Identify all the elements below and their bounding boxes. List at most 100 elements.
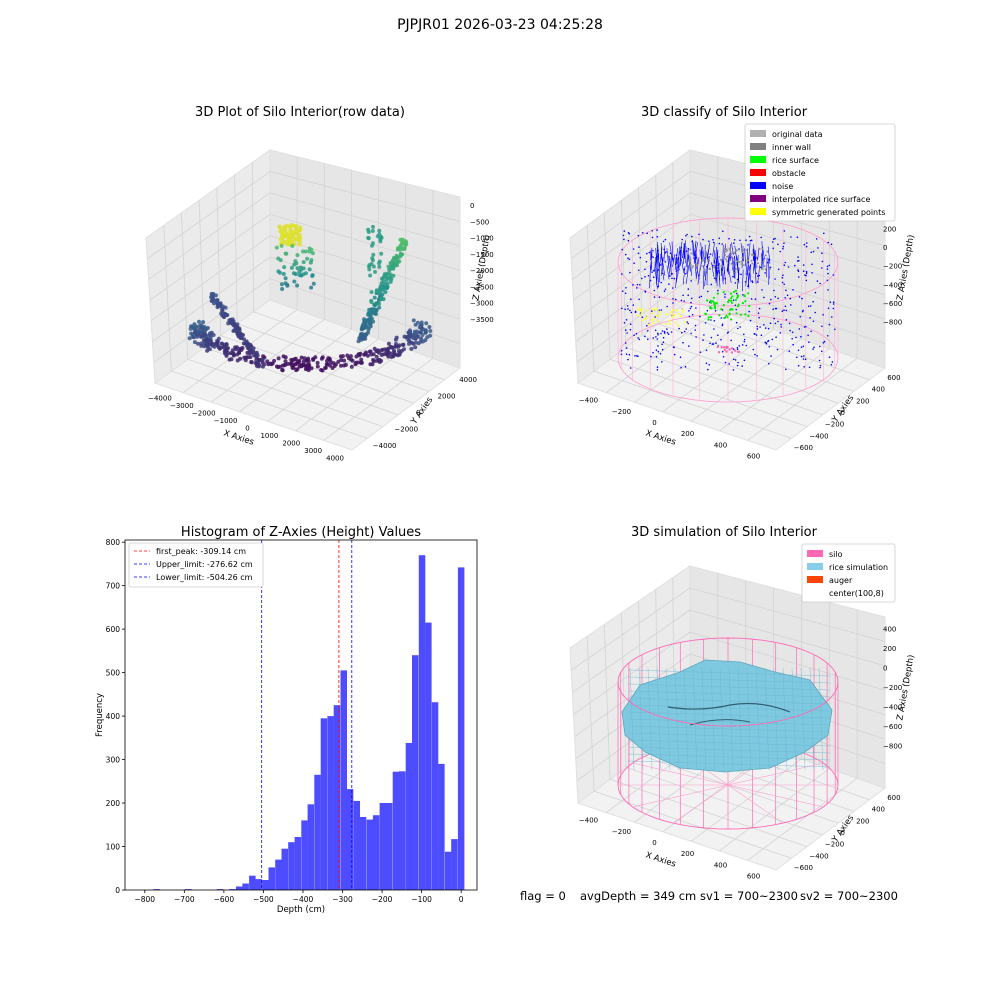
wall-point [720,258,723,261]
raw-data-point [402,246,407,251]
raw-data-point [309,285,314,290]
wall-point [741,249,744,252]
noise-point [770,298,772,301]
noise-point [785,309,788,312]
noise-streak [767,246,771,264]
raw-data-point [212,342,217,347]
noise-point [805,279,808,282]
noise-point [687,288,690,290]
noise-point [699,351,702,354]
noise-point [786,294,789,297]
raw-data-point [205,337,210,342]
noise-streak [694,258,697,279]
noise-point [814,291,817,294]
grid-line [269,192,461,247]
wall-point [695,262,698,265]
noise-streak [654,256,656,272]
y-axis-label: Frequency [95,693,105,737]
raw-data-point [330,366,335,370]
noise-point [751,281,754,284]
histogram-bar [262,880,269,890]
wall-point [749,270,752,273]
noise-point [722,230,724,233]
y-tick-label: 400 [872,806,885,814]
noise-point [653,296,656,298]
raw-data-point [298,225,302,230]
histogram-bar [185,889,192,890]
x-axis-label: X Axies [644,428,677,447]
y-tick-label: 200 [856,817,869,825]
noise-point [798,276,800,278]
rice-mesh-line [719,667,725,771]
wall-point [725,258,727,261]
noise-point [660,309,663,311]
z-tick-label: 0 [883,665,887,673]
raw-data-point [249,350,254,355]
rice-surface-point [747,314,750,318]
noise-streak [753,244,756,261]
raw-data-point [294,368,299,373]
noise-point [828,356,831,359]
raw-data-point [320,368,325,373]
raw-data-point [244,355,249,360]
noise-point [628,258,631,261]
raw-data-point [291,271,296,276]
noise-point [641,316,644,319]
grid-line [689,609,886,667]
rice-surface-point [730,297,733,300]
noise-point [655,336,657,338]
x-tick-label: 0 [459,895,464,904]
noise-point [783,283,785,286]
noise-point [736,364,739,367]
raw-data-point [424,321,429,326]
raw-data-point [289,228,294,233]
noise-point [777,243,779,246]
raw-data-point [366,230,371,234]
noise-point [720,338,722,341]
raw-data-point [402,347,406,352]
raw-data-point [301,260,306,265]
wall-point [722,247,725,250]
x-tick-label: −600 [214,895,235,904]
grid-line [570,587,691,671]
noise-point [647,275,650,277]
noise-streak [728,268,732,284]
noise-point [790,236,792,238]
histogram-bar [236,886,243,890]
raw-data-point [226,346,230,351]
x-axis-label: Depth (cm) [277,905,325,915]
noise-point [794,264,796,267]
chart-title: 3D Plot of Silo Interior(row data) [195,105,405,120]
obstacle-point [722,346,726,349]
noise-streak [761,250,763,270]
noise-point [816,280,819,282]
noise-point [802,345,805,348]
noise-point [817,247,819,249]
noise-point [764,341,767,344]
z-tick-label: −400 [883,281,902,289]
z-tick-label: −3000 [470,300,494,308]
obstacle-point [737,350,740,354]
sv2-text: sv2 = 700~2300 [800,889,898,903]
noise-point [772,238,775,240]
y-tick-label: 0 [841,409,845,417]
noise-point [737,361,739,364]
raw-data-point [369,300,374,305]
noise-point [812,320,815,323]
histogram-bar [425,622,432,890]
noise-point [798,296,801,298]
noise-point [627,257,629,260]
noise-point [830,363,833,366]
noise-point [656,366,659,368]
raw-data-point [394,255,399,260]
noise-point [647,338,649,341]
noise-point [707,290,709,293]
panel-histogram: −800 −700 −600 −500 −400 −300 −200 −100 0 0 100 200… [95,525,478,915]
raw-data-point [359,360,364,365]
symmetric-point [644,317,647,321]
symmetric-point [651,322,654,325]
raw-data-point [350,358,355,363]
noise-point [779,250,781,253]
noise-point [777,320,779,323]
raw-data-point [295,253,300,258]
